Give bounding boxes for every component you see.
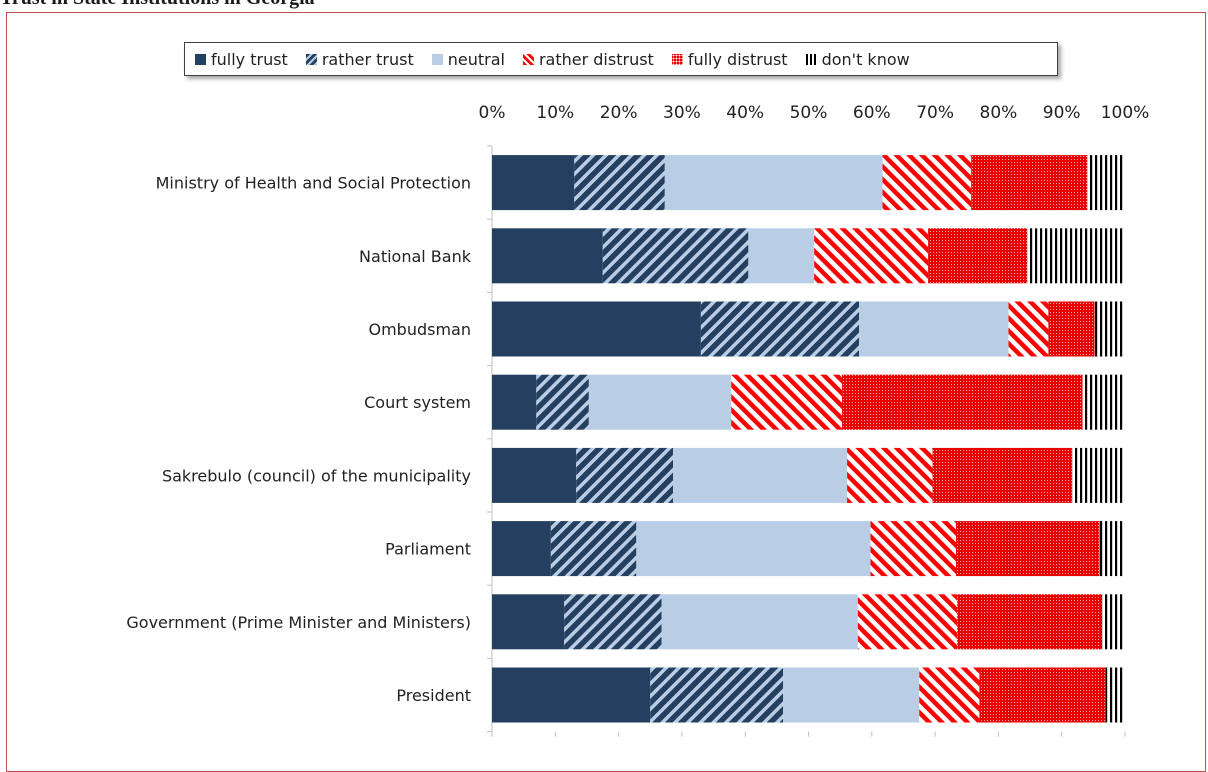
bar-segment-rather-distrust	[870, 521, 956, 577]
x-tick-label: 70%	[916, 103, 954, 123]
legend-swatch-rather-trust	[305, 53, 317, 65]
legend-label-dont-know: don't know	[821, 49, 910, 69]
bar-segment-neutral	[636, 521, 871, 577]
x-tick-label: 50%	[790, 103, 828, 123]
bar-segment-fully-trust	[492, 228, 603, 284]
bar-segment-fully-distrust	[928, 228, 1027, 284]
x-tick-label: 100%	[1101, 103, 1150, 123]
legend-item-fully-trust: fully trust	[195, 50, 288, 69]
bar-segment-rather-distrust	[919, 667, 980, 723]
bar-segment-fully-distrust	[979, 667, 1107, 723]
legend-item-fully-distrust: fully distrust	[671, 49, 788, 69]
bar-segment-don-t-know	[1101, 594, 1125, 650]
bar-segment-rather-distrust	[1008, 301, 1049, 357]
bar-row-sakrebulo-council-of-the-municipality	[492, 447, 1125, 503]
legend-label-rather-trust: rather trust	[321, 49, 414, 69]
bar-segment-fully-distrust	[971, 155, 1088, 211]
bar-segment-don-t-know	[1071, 447, 1125, 503]
bar-segment-rather-trust	[574, 155, 665, 211]
category-label: National Bank	[359, 247, 472, 266]
chart-legend: fully trust rather trust neutral rather …	[184, 42, 1058, 76]
bar-segment-rather-trust	[650, 667, 784, 723]
legend-swatch-fully-distrust	[671, 53, 683, 65]
bar-segment-don-t-know	[1094, 301, 1125, 357]
bar-segment-rather-distrust	[857, 594, 958, 650]
bar-segment-rather-trust	[602, 228, 749, 284]
bar-segment-rather-distrust	[814, 228, 929, 284]
x-tick-label: 30%	[663, 103, 701, 123]
bar-segment-neutral	[661, 594, 858, 650]
category-label: Court system	[364, 393, 471, 412]
bar-row-parliament	[492, 521, 1125, 577]
bar-segment-rather-trust	[550, 521, 637, 577]
bar-row-court-system	[492, 374, 1125, 430]
bar-row-ministry-of-health-and-social-protection	[492, 155, 1125, 211]
bar-segment-fully-trust	[492, 301, 701, 357]
bar-segment-fully-trust	[492, 155, 575, 211]
legend-item-dont-know: don't know	[805, 49, 910, 69]
bar-segment-rather-trust	[700, 301, 860, 357]
bar-segment-don-t-know	[1087, 155, 1125, 211]
bar-segment-neutral	[748, 228, 815, 284]
legend-swatch-rather-distrust	[522, 53, 534, 65]
bar-segment-rather-distrust	[847, 447, 933, 503]
bar-row-president	[492, 667, 1125, 723]
category-label: Sakrebulo (council) of the municipality	[162, 466, 471, 485]
bar-segment-fully-trust	[492, 521, 551, 577]
bar-segment-fully-trust	[492, 447, 577, 503]
bar-row-government-prime-minister-and-ministers	[492, 594, 1125, 650]
category-labels: Ministry of Health and Social Protection…	[126, 174, 471, 705]
bar-segment-fully-distrust	[932, 447, 1072, 503]
bar-segment-neutral	[783, 667, 920, 723]
bar-segment-neutral	[673, 447, 848, 503]
legend-item-rather-trust: rather trust	[305, 49, 414, 69]
legend-swatch-neutral	[431, 53, 443, 65]
x-tick-label: 0%	[479, 103, 506, 123]
bar-segment-fully-distrust	[955, 521, 1100, 577]
x-tick-label: 80%	[980, 103, 1018, 123]
bar-segment-neutral	[664, 155, 883, 211]
bar-segment-don-t-know	[1099, 521, 1125, 577]
bar-segment-don-t-know	[1106, 667, 1125, 723]
bar-segment-rather-trust	[564, 594, 662, 650]
legend-item-neutral: neutral	[431, 49, 505, 69]
bar-segment-neutral	[859, 301, 1009, 357]
bars	[492, 155, 1125, 723]
bar-segment-rather-distrust	[731, 374, 843, 430]
legend-swatch-dont-know	[805, 53, 817, 65]
category-label: Ministry of Health and Social Protection	[156, 174, 471, 193]
legend-item-rather-distrust: rather distrust	[522, 49, 654, 69]
x-tick-label: 90%	[1043, 103, 1081, 123]
bar-segment-fully-distrust	[842, 374, 1083, 430]
category-label: Government (Prime Minister and Ministers…	[126, 613, 471, 632]
bar-segment-fully-trust	[492, 667, 651, 723]
bar-segment-rather-trust	[536, 374, 589, 430]
category-label: Ombudsman	[369, 320, 472, 339]
chart-title: Trust in State Institutions in Georgia	[0, 0, 315, 10]
bar-segment-fully-trust	[492, 594, 565, 650]
bar-segment-don-t-know	[1082, 374, 1125, 430]
x-tick-label: 20%	[600, 103, 638, 123]
x-tick-label: 60%	[853, 103, 891, 123]
x-tick-label: 10%	[536, 103, 574, 123]
bar-segment-don-t-know	[1026, 228, 1125, 284]
legend-swatch-fully-trust	[195, 53, 206, 65]
bar-segment-rather-distrust	[882, 155, 972, 211]
legend-label-neutral: neutral	[447, 49, 505, 69]
x-tick-label: 40%	[726, 103, 764, 123]
category-label: Parliament	[385, 540, 471, 559]
legend-label-rather-distrust: rather distrust	[538, 49, 654, 69]
bar-row-national-bank	[492, 228, 1125, 284]
bar-row-ombudsman	[492, 301, 1125, 357]
bar-segment-rather-trust	[576, 447, 674, 503]
bar-segment-neutral	[588, 374, 732, 430]
bar-segment-fully-trust	[492, 374, 537, 430]
category-label: President	[396, 686, 471, 705]
x-axis: 0% 10% 20% 30% 40% 50% 60% 70% 80% 90% 100%	[479, 103, 1150, 737]
bar-segment-fully-distrust	[957, 594, 1102, 650]
bar-segment-fully-distrust	[1048, 301, 1095, 357]
legend-label-fully-distrust: fully distrust	[687, 49, 788, 69]
legend-label-fully-trust: fully trust	[211, 49, 288, 69]
